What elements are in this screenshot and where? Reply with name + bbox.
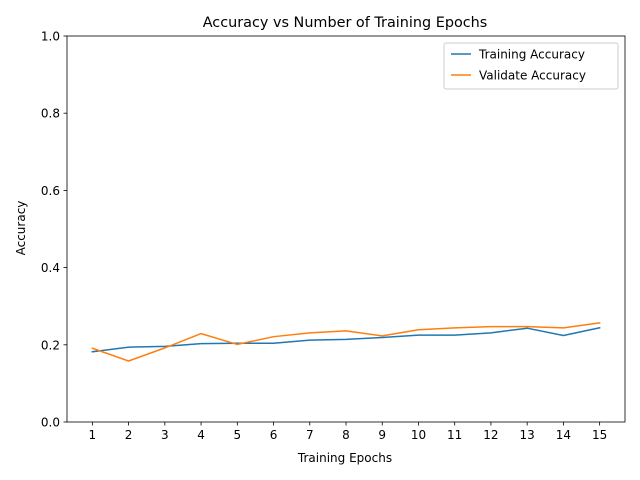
y-tick-label: 0.8 (41, 107, 60, 121)
y-tick-label: 0.0 (41, 416, 60, 430)
x-tick-label: 8 (342, 428, 350, 442)
legend: Training Accuracy Validate Accuracy (443, 42, 619, 90)
series-line-1 (91, 326, 601, 353)
x-tick-label: 4 (197, 428, 205, 442)
axes: 1 2 3 4 5 6 7 8 9 10 11 12 13 14 150.00.20.40.60.81.0 (41, 30, 626, 442)
x-tick-label: 5 (233, 428, 241, 442)
x-tick-label: 3 (161, 428, 169, 442)
x-tick-label: 9 (378, 428, 386, 442)
x-tick-label: 11 (447, 428, 462, 442)
x-tick-label: 6 (270, 428, 278, 442)
y-tick-label: 1.0 (41, 30, 60, 44)
x-tick-label: 7 (306, 428, 314, 442)
y-tick-label: 0.2 (41, 338, 60, 352)
legend-entry-1: Training Accuracy (478, 48, 585, 62)
plot-frame (66, 35, 626, 423)
x-tick-label: 13 (520, 428, 535, 442)
x-axis-label: Training Epochs (297, 451, 392, 465)
y-axis-label: Accuracy (14, 201, 28, 256)
series-line-2 (91, 321, 601, 362)
chart-title: Accuracy vs Number of Training Epochs (203, 15, 488, 31)
x-tick-label: 2 (125, 428, 133, 442)
x-tick-label: 14 (556, 428, 571, 442)
plot-area (91, 321, 601, 362)
y-tick-label: 0.4 (41, 261, 60, 275)
x-tick-label: 10 (411, 428, 426, 442)
x-tick-label: 15 (592, 428, 607, 442)
x-tick-label: 1 (89, 428, 97, 442)
y-tick-label: 0.6 (41, 184, 60, 198)
legend-entry-2: Validate Accuracy (479, 69, 586, 83)
x-tick-label: 12 (483, 428, 498, 442)
legend-box (443, 42, 619, 90)
